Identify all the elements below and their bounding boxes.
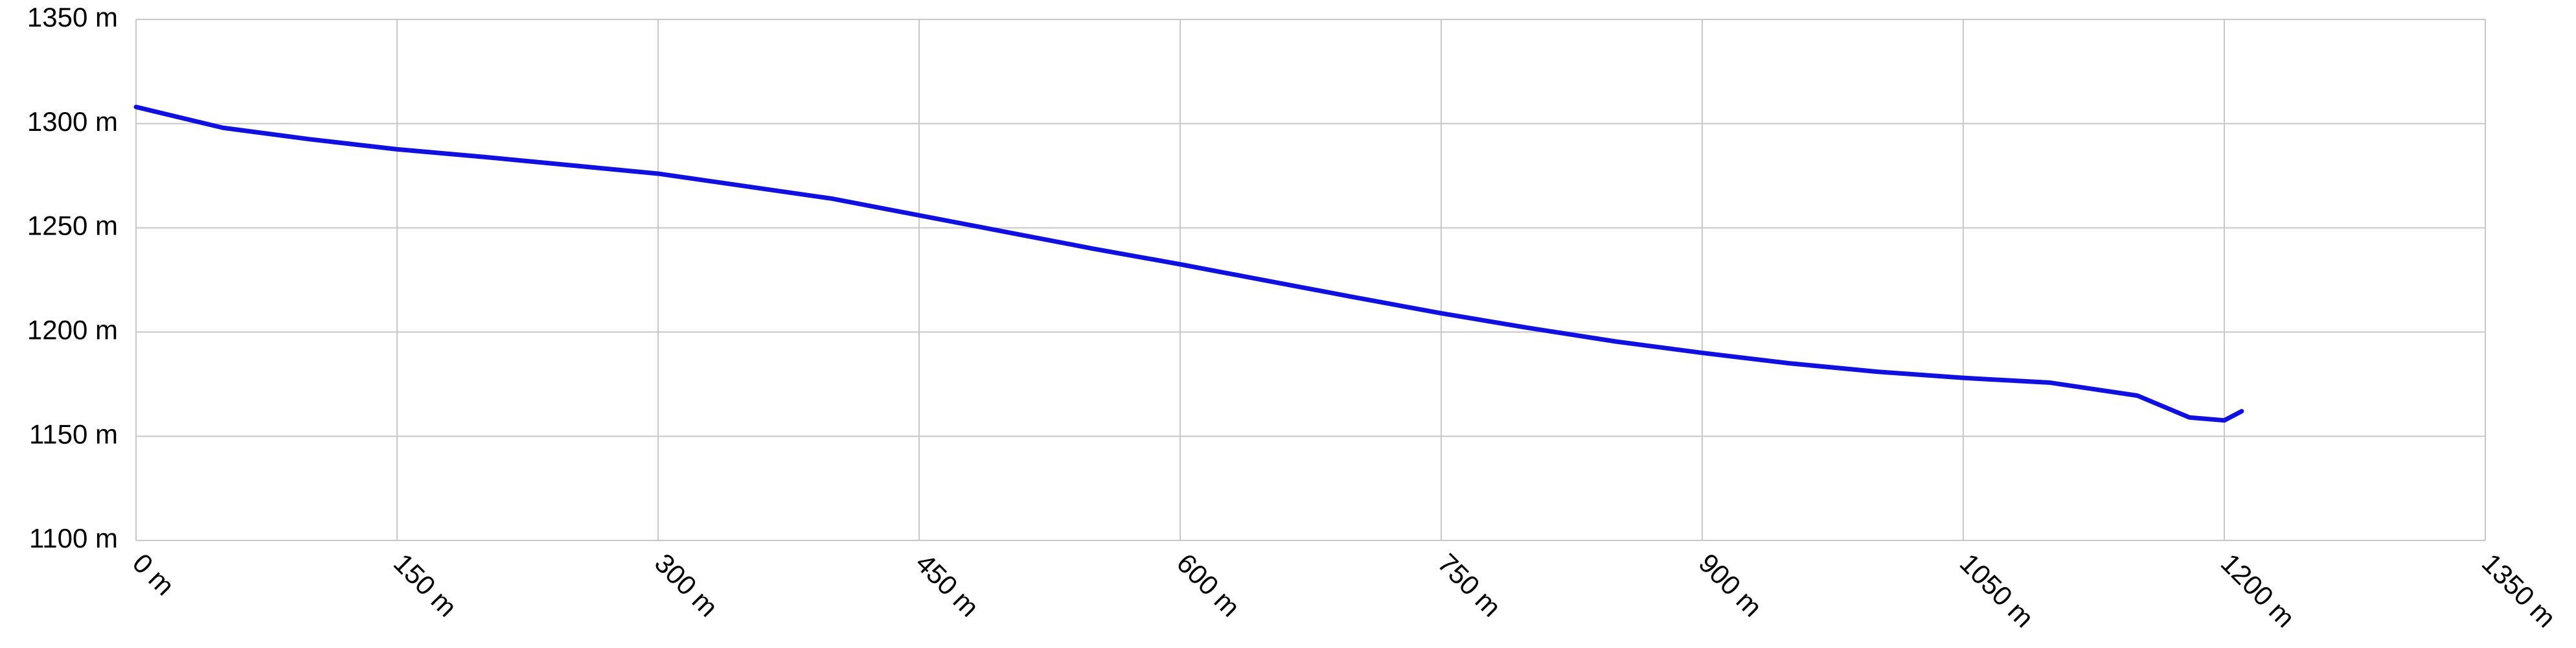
x-tick-label: 900 m (1693, 548, 1768, 623)
x-tick-label: 1050 m (1954, 548, 2040, 633)
y-tick-label: 1250 m (27, 211, 118, 241)
elevation-line (133, 104, 2244, 423)
y-tick-label: 1200 m (27, 314, 118, 345)
x-tick-label: 750 m (1432, 548, 1507, 623)
x-tick-label: 1350 m (2476, 548, 2562, 633)
x-tick-label: 1200 m (2215, 548, 2301, 633)
y-tick-label: 1350 m (27, 2, 118, 32)
x-tick-label: 450 m (910, 548, 985, 623)
x-tick-label: 300 m (649, 548, 724, 623)
x-tick-label: 0 m (127, 548, 181, 601)
x-tick-label: 150 m (388, 548, 463, 623)
y-tick-label: 1300 m (27, 106, 118, 137)
y-tick-label: 1100 m (29, 523, 118, 553)
y-tick-label: 1150 m (29, 419, 118, 449)
x-tick-label: 600 m (1171, 548, 1246, 623)
